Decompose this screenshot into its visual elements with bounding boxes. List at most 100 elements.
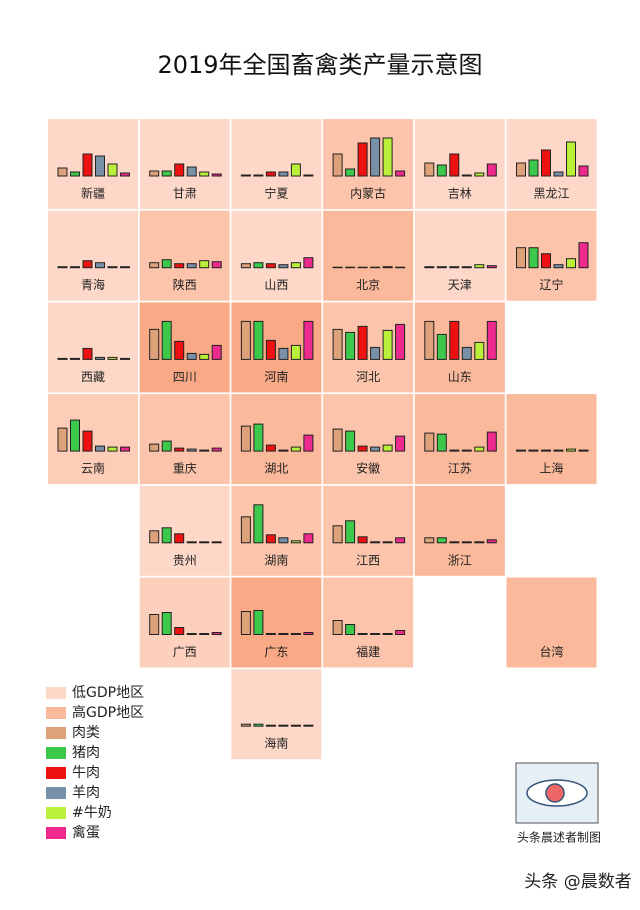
bar bbox=[578, 242, 589, 269]
bar bbox=[395, 435, 406, 452]
bar bbox=[253, 723, 264, 727]
bar bbox=[395, 537, 406, 544]
tile bbox=[139, 210, 230, 301]
bar bbox=[370, 266, 381, 269]
legend-label: 高GDP地区 bbox=[72, 704, 144, 721]
tile-label: 吉林 bbox=[448, 187, 472, 201]
legend-label: 猪肉 bbox=[72, 745, 100, 761]
bar bbox=[332, 525, 343, 544]
bar bbox=[345, 430, 356, 452]
legend-label: 牛肉 bbox=[72, 765, 100, 781]
bar bbox=[382, 541, 393, 544]
tile-label: 台湾 bbox=[539, 644, 563, 659]
bar bbox=[290, 724, 301, 727]
tile bbox=[506, 577, 597, 668]
bar bbox=[516, 449, 526, 452]
legend-swatch bbox=[46, 807, 66, 819]
bar bbox=[107, 163, 118, 177]
bar bbox=[211, 173, 222, 177]
bar bbox=[82, 153, 93, 177]
bar bbox=[240, 611, 251, 635]
bar bbox=[357, 536, 368, 544]
bar bbox=[240, 723, 251, 727]
bar bbox=[553, 171, 564, 177]
tile-label: 山东 bbox=[448, 370, 472, 384]
legend-swatch bbox=[46, 727, 66, 739]
bar bbox=[436, 433, 447, 452]
legend-swatch bbox=[46, 707, 66, 719]
bar bbox=[211, 447, 222, 452]
bar bbox=[424, 266, 435, 269]
bar bbox=[82, 347, 93, 360]
bar bbox=[107, 356, 118, 360]
tile bbox=[48, 302, 138, 393]
bar bbox=[395, 630, 406, 635]
bar bbox=[382, 266, 393, 269]
bar bbox=[370, 541, 381, 544]
bar bbox=[161, 320, 172, 360]
bar bbox=[186, 263, 197, 269]
tile-label: 宁夏 bbox=[264, 186, 288, 201]
legend-label: #牛奶 bbox=[72, 805, 112, 821]
tile-label: 河南 bbox=[264, 369, 288, 384]
bar bbox=[357, 142, 368, 177]
tile-label: 重庆 bbox=[173, 462, 197, 476]
bar bbox=[303, 533, 314, 544]
bar bbox=[345, 331, 356, 360]
bar bbox=[424, 432, 435, 452]
bar bbox=[566, 258, 576, 269]
tile-label: 江西 bbox=[356, 553, 380, 567]
bar bbox=[345, 624, 356, 635]
tile-label: 黑龙江 bbox=[533, 187, 569, 201]
tile-label: 贵州 bbox=[173, 553, 197, 567]
bar bbox=[290, 446, 301, 452]
bar bbox=[370, 346, 381, 360]
bar bbox=[578, 165, 589, 177]
bar bbox=[528, 449, 539, 452]
bar bbox=[303, 724, 314, 727]
bar bbox=[120, 172, 130, 177]
bar bbox=[461, 174, 472, 177]
bar bbox=[370, 137, 381, 177]
tile bbox=[323, 210, 414, 301]
bar bbox=[436, 164, 447, 177]
credit-image bbox=[515, 762, 599, 824]
bar bbox=[149, 170, 160, 177]
bar bbox=[211, 632, 222, 635]
tile-label: 四川 bbox=[173, 370, 197, 384]
bar bbox=[120, 266, 130, 269]
bar bbox=[161, 527, 172, 544]
bar bbox=[370, 633, 381, 635]
bar bbox=[240, 516, 251, 544]
bar bbox=[449, 266, 460, 269]
tile-label: 内蒙古 bbox=[350, 186, 386, 201]
bar bbox=[424, 537, 435, 544]
tile-label: 江苏 bbox=[448, 462, 472, 476]
tile bbox=[48, 119, 138, 209]
bar bbox=[253, 262, 264, 269]
bar bbox=[120, 446, 130, 452]
tile-label: 广西 bbox=[173, 645, 197, 659]
bar bbox=[199, 260, 210, 269]
bar bbox=[382, 633, 393, 635]
bar bbox=[107, 266, 118, 269]
tile bbox=[231, 119, 322, 209]
bar bbox=[199, 449, 210, 452]
bar bbox=[357, 633, 368, 635]
legend-swatch bbox=[46, 747, 66, 759]
bar bbox=[382, 444, 393, 452]
bar bbox=[149, 443, 160, 452]
bar bbox=[278, 633, 289, 635]
bar bbox=[541, 253, 551, 269]
bar bbox=[290, 163, 301, 177]
tile-label: 上海 bbox=[539, 461, 563, 476]
bar bbox=[253, 504, 264, 544]
bar bbox=[253, 320, 264, 360]
bar bbox=[174, 163, 185, 177]
bar bbox=[436, 537, 447, 544]
bar bbox=[278, 347, 289, 360]
bar bbox=[382, 137, 393, 177]
bar bbox=[566, 448, 576, 452]
legend-label: 肉类 bbox=[72, 725, 100, 741]
bar bbox=[382, 329, 393, 360]
